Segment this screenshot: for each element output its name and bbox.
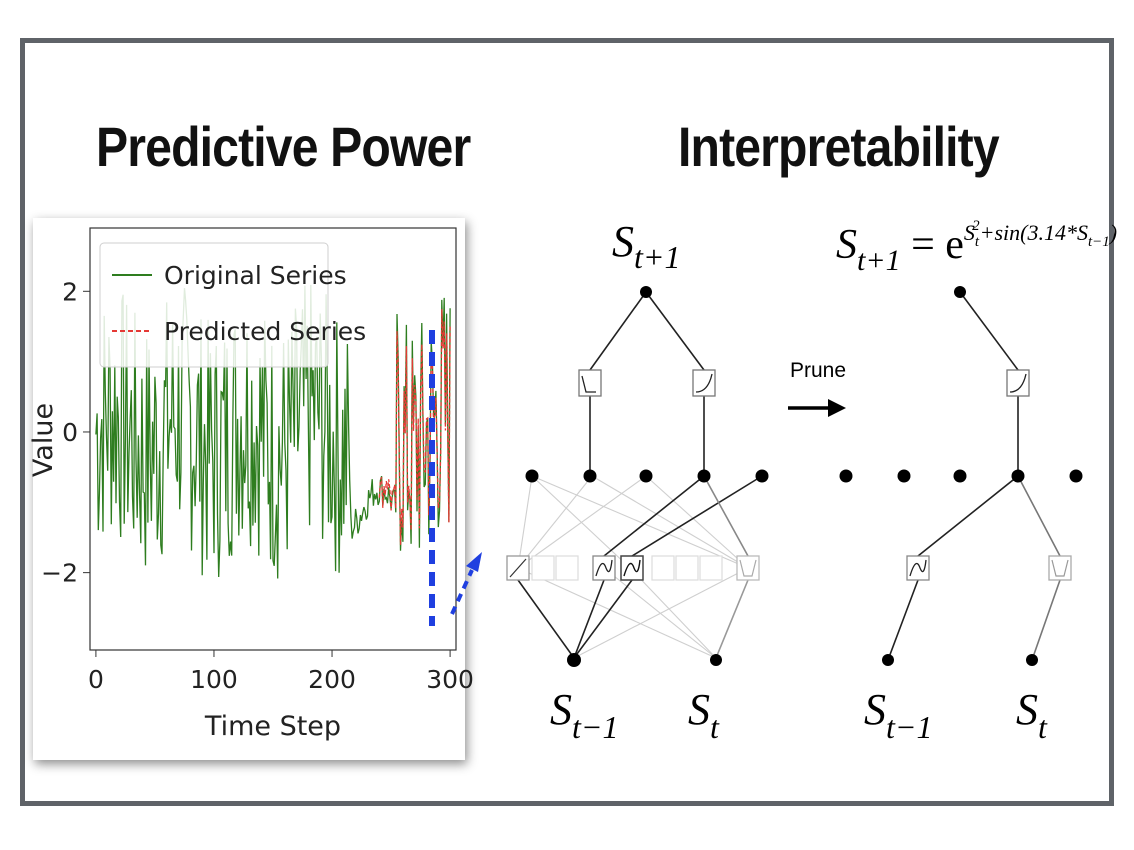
pruned-hidden-node-3 [953, 469, 967, 483]
pruned-hidden-node-4 [1011, 469, 1025, 483]
activation-box-exp [692, 369, 716, 397]
symbolic-formula: St+1 = eSt2+sin(3.14*St−1) [836, 218, 1117, 277]
pruned-activation-exp [1006, 369, 1030, 397]
activation-box-sin-a [592, 555, 616, 581]
pruned-output-node [954, 286, 966, 298]
hidden-node-3 [639, 469, 653, 483]
pruned-hidden-node-1 [839, 469, 853, 483]
pruned-input-cur-label: St [1016, 685, 1048, 745]
y-tick-label: 2 [62, 277, 78, 306]
pruned-network: St−1 St [839, 286, 1083, 745]
pruned-input-node-cur [1026, 654, 1038, 666]
pruned-input-prev-label: St−1 [864, 685, 932, 745]
activation-box-square-faint [736, 555, 760, 581]
pruned-activation-boxes [906, 369, 1072, 581]
legend-box [99, 242, 329, 368]
predicted-series-line [378, 309, 451, 545]
legend-predicted-label: Predicted Series [164, 317, 366, 346]
strong-edges [517, 291, 763, 659]
hidden-node-2 [583, 469, 597, 483]
y-tick-label: 0 [62, 418, 78, 447]
input-cur-label: St [688, 685, 720, 745]
network-nodes [525, 286, 769, 667]
y-tick-label: −2 [41, 559, 78, 588]
pruned-edges [887, 291, 1061, 661]
x-tick-label: 200 [308, 665, 356, 694]
y-axis: −2 0 2 [41, 277, 90, 588]
activation-box-sin-b [620, 555, 644, 581]
interpretability-title: Interpretability [678, 115, 1000, 178]
link-arrow-line [450, 569, 474, 615]
hidden-node-4 [697, 469, 711, 483]
input-node-cur [710, 654, 722, 666]
pruned-activation-sin [906, 555, 930, 581]
link-arrow [450, 552, 482, 615]
output-node [640, 286, 652, 298]
faint-edges [517, 475, 749, 659]
prune-label: Prune [790, 359, 846, 382]
full-network: St+1 St−1 St [506, 217, 769, 745]
chart-legend: Original Series Predicted Series [99, 242, 366, 368]
input-prev-label: St−1 [550, 685, 618, 745]
time-series-chart: −2 0 2 0 100 200 300 Original Series Predicte… [28, 227, 474, 742]
x-tick-label: 300 [426, 665, 474, 694]
input-node-prev [567, 653, 581, 667]
pruned-input-node-prev [882, 654, 894, 666]
activation-box-square [578, 369, 602, 397]
prune-arrow: Prune [788, 359, 846, 417]
x-tick-label: 0 [88, 665, 104, 694]
hidden-node-5 [755, 469, 769, 483]
activation-boxes [506, 369, 760, 581]
link-arrow-head [466, 552, 482, 572]
pruned-hidden-node-5 [1069, 469, 1083, 483]
predictive-power-title: Predictive Power [96, 115, 471, 178]
output-label: St+1 [612, 217, 680, 275]
pruned-nodes [839, 286, 1083, 666]
x-tick-label: 100 [190, 665, 238, 694]
x-axis: 0 100 200 300 [88, 650, 474, 694]
x-axis-label: Time Step [204, 711, 341, 742]
hidden-node-1 [525, 469, 539, 483]
legend-original-label: Original Series [164, 261, 347, 290]
y-axis-label: Value [28, 403, 59, 477]
plot-area [89, 227, 457, 651]
pruned-activation-square [1048, 555, 1072, 581]
pruned-hidden-node-2 [897, 469, 911, 483]
faint-activation-boxes [531, 555, 723, 581]
